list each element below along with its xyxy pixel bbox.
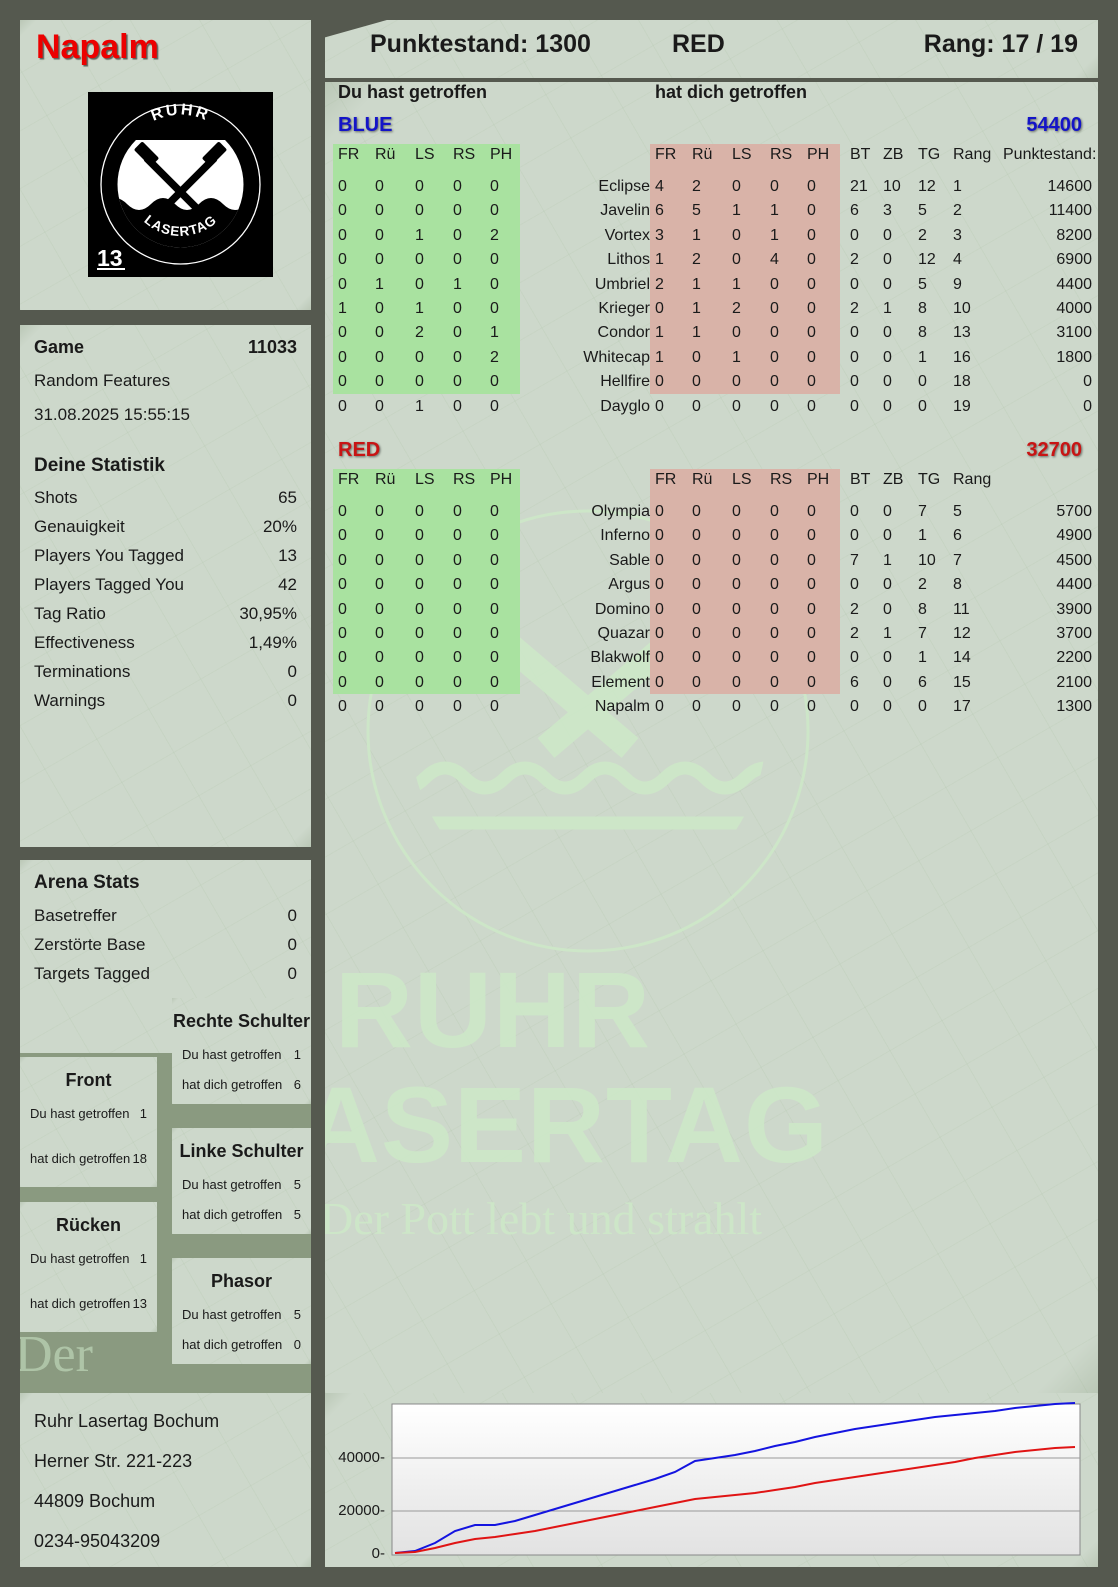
- svg-text:40000-: 40000-: [338, 1449, 385, 1466]
- svg-text:0-: 0-: [372, 1545, 385, 1562]
- svg-text:20000-: 20000-: [338, 1502, 385, 1519]
- svg-text:Der: Der: [20, 1326, 93, 1383]
